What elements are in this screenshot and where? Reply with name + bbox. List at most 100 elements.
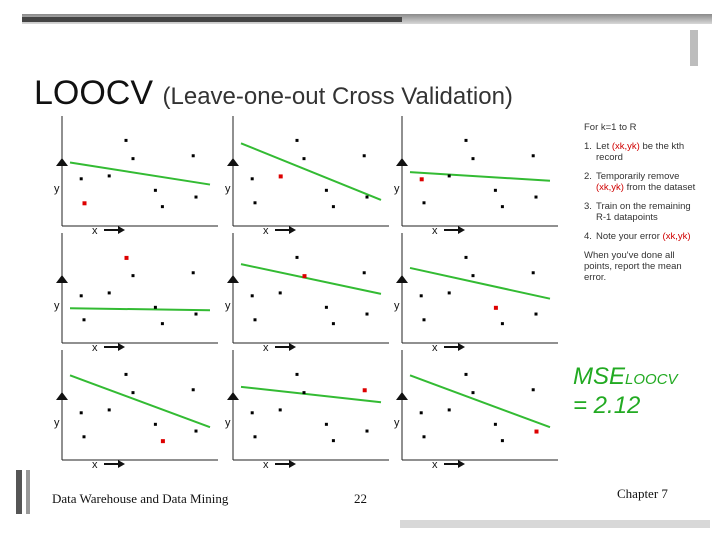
data-point (107, 408, 111, 412)
data-point (79, 294, 83, 298)
held-out-point (302, 274, 307, 279)
step-3-num: 3. (584, 201, 592, 212)
y-axis-arrow (56, 392, 68, 400)
data-point (365, 429, 369, 433)
data-point (194, 429, 198, 433)
x-axis-label: x (432, 225, 438, 237)
held-out-point (278, 174, 283, 179)
data-point (191, 388, 195, 392)
fit-line (69, 307, 211, 312)
x-axis-label: x (92, 459, 98, 471)
data-point (153, 188, 157, 192)
data-point (493, 188, 497, 192)
data-point (500, 322, 504, 326)
data-point (295, 372, 299, 376)
y-axis-label: y (54, 300, 60, 312)
mse-label: MSE (573, 363, 626, 390)
held-out-point (160, 439, 165, 444)
fit-line (240, 142, 382, 201)
y-axis-arrow (227, 275, 239, 283)
data-point (160, 322, 164, 326)
step-4-var: (xk,yk) (662, 231, 691, 242)
data-point (131, 274, 135, 278)
y-axis-arrow (396, 392, 408, 400)
data-point (82, 435, 86, 439)
data-point (107, 174, 111, 178)
data-point (79, 177, 83, 181)
data-point (160, 205, 164, 209)
data-point (324, 188, 328, 192)
data-point (471, 274, 475, 278)
held-out-point (419, 177, 424, 182)
step-2: 2. Temporarily remove (xk,yk) from the da… (584, 171, 704, 193)
x-axis-label: x (263, 459, 269, 471)
step-4: 4. Note your error (xk,yk) (584, 231, 704, 242)
loocv-panel: yx (225, 233, 389, 354)
data-point (464, 255, 468, 259)
loocv-panel: yx (394, 233, 558, 354)
data-point (362, 154, 366, 158)
held-out-point (534, 429, 539, 434)
data-point (365, 195, 369, 199)
loocv-panel: yx (225, 350, 389, 471)
held-out-point (82, 201, 87, 206)
title-sub: (Leave-one-out Cross Validation) (162, 83, 513, 110)
held-out-point (493, 305, 498, 310)
x-axis-label: x (92, 225, 98, 237)
y-axis-arrow (56, 158, 68, 166)
data-point (131, 157, 135, 161)
data-point (422, 318, 426, 322)
data-point (531, 388, 535, 392)
y-axis-label: y (54, 417, 60, 429)
data-point (324, 305, 328, 309)
fit-line (409, 374, 551, 429)
data-point (250, 294, 254, 298)
step-2-text-b: from the dataset (623, 182, 696, 193)
data-point (82, 318, 86, 322)
data-point (419, 294, 423, 298)
step-1-text-b: be the kth record (596, 141, 685, 163)
held-out-point (124, 255, 129, 260)
data-point (79, 411, 83, 415)
top-rule-accent (22, 17, 402, 22)
step-2-text-a: Temporarily remove (596, 171, 680, 182)
data-point (331, 439, 335, 443)
data-point (324, 422, 328, 426)
x-axis-arrow (118, 343, 125, 351)
x-axis-label: x (432, 459, 438, 471)
y-axis-label: y (225, 417, 231, 429)
x-axis-arrow (118, 226, 125, 234)
data-point (278, 291, 282, 295)
held-out-point (362, 388, 367, 393)
data-point (447, 291, 451, 295)
y-axis-arrow (396, 275, 408, 283)
data-point (422, 201, 426, 205)
data-point (253, 201, 257, 205)
steps-intro: For k=1 to R (584, 122, 637, 133)
step-1: 1. Let (xk,yk) be the kth record (584, 141, 704, 163)
data-point (250, 177, 254, 181)
mse-value: = 2.12 (573, 392, 641, 419)
x-axis-label: x (263, 342, 269, 354)
step-4-text-a: Note your error (596, 231, 663, 242)
fit-line (240, 385, 382, 404)
data-point (153, 422, 157, 426)
data-point (471, 157, 475, 161)
x-axis-label: x (432, 342, 438, 354)
step-3: 3. Train on the remaining R-1 datapoints (584, 201, 704, 223)
data-point (464, 372, 468, 376)
x-axis-label: x (92, 342, 98, 354)
data-point (124, 138, 128, 142)
data-point (194, 312, 198, 316)
step-2-var: (xk,yk) (596, 182, 624, 193)
data-point (153, 305, 157, 309)
title-main: LOOCV (34, 74, 154, 112)
fit-line (69, 161, 211, 186)
y-axis-label: y (394, 300, 400, 312)
y-axis-arrow (227, 158, 239, 166)
data-point (191, 154, 195, 158)
data-point (447, 408, 451, 412)
data-point (419, 411, 423, 415)
y-axis-arrow (227, 392, 239, 400)
